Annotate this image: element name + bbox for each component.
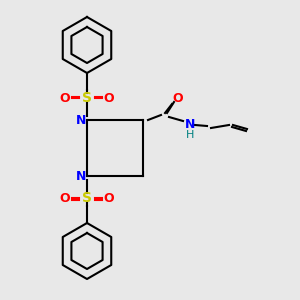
Text: S: S: [82, 191, 92, 205]
Text: O: O: [104, 191, 114, 205]
Text: N: N: [76, 113, 86, 127]
Text: O: O: [60, 191, 70, 205]
Text: O: O: [60, 92, 70, 104]
Text: O: O: [173, 92, 183, 104]
Text: S: S: [82, 91, 92, 105]
Text: O: O: [104, 92, 114, 104]
Text: N: N: [76, 169, 86, 182]
Text: N: N: [185, 118, 195, 131]
Text: H: H: [186, 130, 194, 140]
